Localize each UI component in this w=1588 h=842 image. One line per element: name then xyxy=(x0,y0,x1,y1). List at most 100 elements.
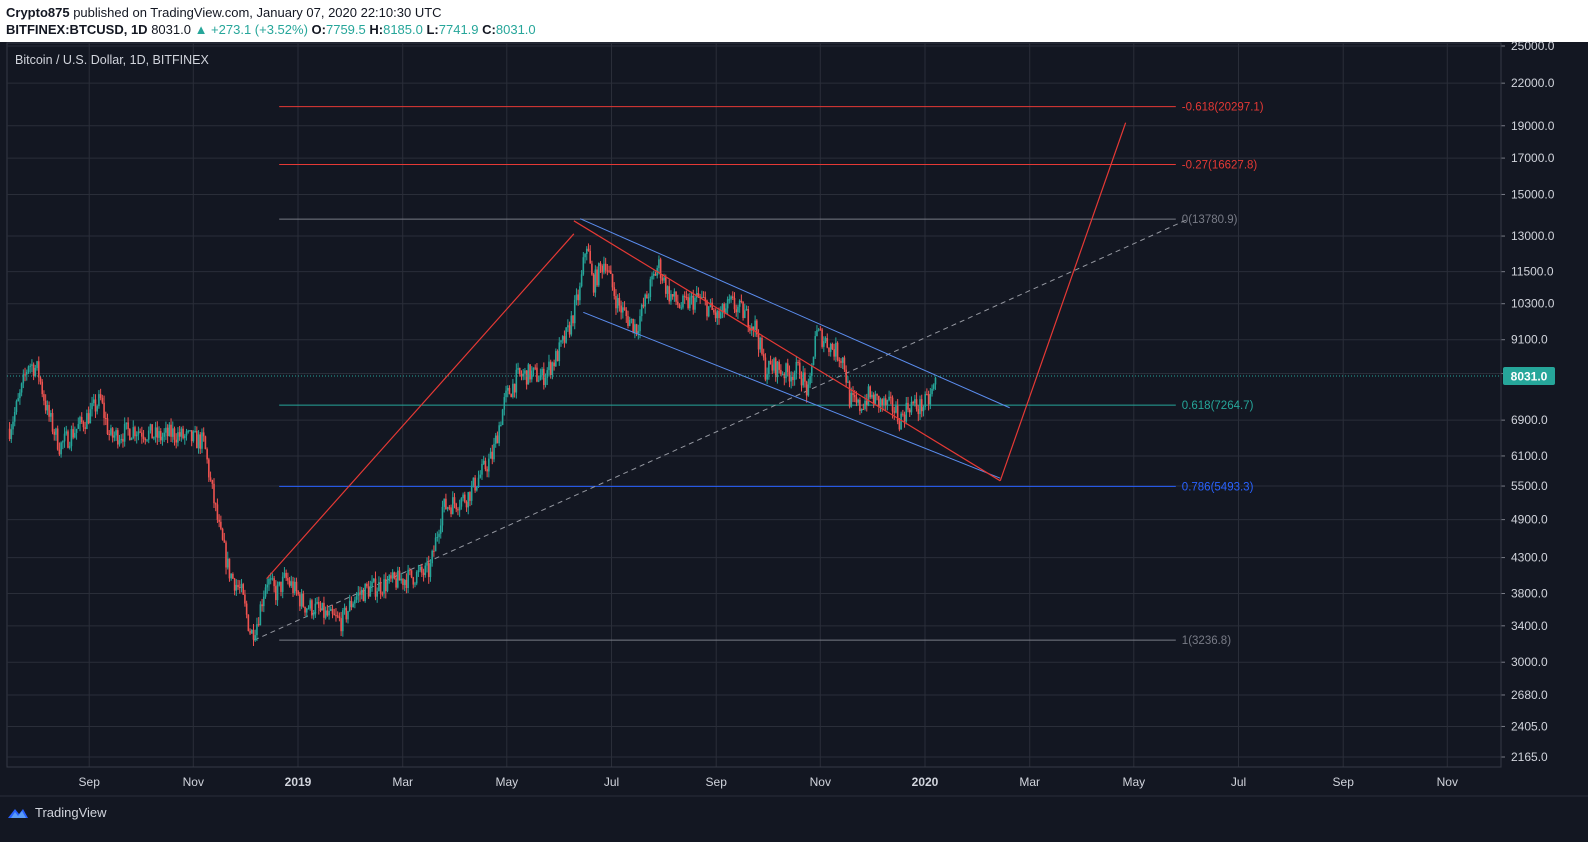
candle-body xyxy=(214,503,217,505)
candle-body xyxy=(560,340,562,343)
candle-body xyxy=(299,594,301,607)
candle-body xyxy=(481,463,483,475)
candle-body xyxy=(31,364,33,366)
tradingview-brand: TradingView xyxy=(35,805,107,820)
candle-body xyxy=(515,369,518,393)
candle-body xyxy=(312,614,315,616)
x-tick-label: Mar xyxy=(392,775,413,789)
candle-body xyxy=(366,583,368,587)
y-tick-label: 4900.0 xyxy=(1511,513,1548,527)
candle-body xyxy=(412,577,415,585)
candle-body xyxy=(477,477,480,487)
candle-body xyxy=(707,306,710,317)
candle-body xyxy=(24,374,26,376)
candle-body xyxy=(608,270,610,272)
candle-body xyxy=(374,578,377,597)
candle-body xyxy=(439,525,442,534)
channel-line xyxy=(583,311,1001,479)
candle-body xyxy=(740,300,743,302)
candle-body xyxy=(319,607,322,611)
fib-level-label: -0.27(16627.8) xyxy=(1182,160,1258,172)
candle-body xyxy=(488,458,490,472)
candle-body xyxy=(300,593,303,607)
candle-body xyxy=(467,492,470,508)
candle-body xyxy=(848,381,851,407)
candle-body xyxy=(579,286,581,301)
candle-body xyxy=(788,372,791,382)
candle-body xyxy=(756,320,758,335)
candle-body xyxy=(524,370,526,374)
candle-body xyxy=(417,570,420,572)
candle-body xyxy=(221,528,224,540)
candle-body xyxy=(649,279,652,297)
candle-body xyxy=(106,418,109,435)
candle-body xyxy=(122,438,124,442)
projection-line xyxy=(999,122,1127,482)
candle-body xyxy=(575,294,578,300)
candle-body xyxy=(689,297,691,309)
tradingview-logo-icon xyxy=(8,808,28,818)
candle-body xyxy=(785,363,787,379)
candle-body xyxy=(558,342,561,362)
candle-body xyxy=(161,436,164,441)
x-tick-label: May xyxy=(495,775,518,789)
candle-body xyxy=(177,432,179,443)
candle-body xyxy=(98,394,100,407)
candle-body xyxy=(338,616,341,619)
candle-body xyxy=(247,614,250,631)
candle-body xyxy=(457,509,459,511)
candle-body xyxy=(371,581,373,587)
candle-body xyxy=(168,424,171,437)
symbol-ohlc: BITFINEX:BTCUSD, 1D 8031.0 ▲ +273.1 (+3.… xyxy=(6,22,536,37)
candle-body xyxy=(659,259,662,279)
fib-level-label: 0.786(5493.3) xyxy=(1182,481,1254,493)
candle-body xyxy=(544,377,547,385)
candle-body xyxy=(701,297,703,299)
candle-body xyxy=(690,295,693,298)
candle-body xyxy=(675,291,677,302)
candle-body xyxy=(328,610,330,616)
candle-body xyxy=(304,606,306,613)
candle-body xyxy=(706,300,708,317)
candle-body xyxy=(273,578,275,587)
candle-body xyxy=(354,599,356,604)
candle-body xyxy=(927,394,930,405)
candle-body xyxy=(556,351,559,362)
candle-body xyxy=(546,370,549,378)
candle-body xyxy=(635,324,638,334)
candle-body xyxy=(704,297,707,301)
candle-body xyxy=(879,399,882,407)
candle-body xyxy=(498,425,500,444)
candle-body xyxy=(407,569,409,588)
candle-body xyxy=(826,338,829,348)
candle-body xyxy=(70,429,73,447)
candle-body xyxy=(768,360,770,375)
candle-body xyxy=(288,580,291,586)
candle-body xyxy=(551,362,554,375)
candle-body xyxy=(809,375,811,385)
candle-body xyxy=(194,430,196,432)
candle-body xyxy=(908,409,911,413)
candle-body xyxy=(543,368,545,385)
candles-group xyxy=(8,243,937,646)
candle-body xyxy=(486,469,488,472)
author-name[interactable]: Crypto875 xyxy=(6,5,70,20)
candle-body xyxy=(622,307,624,313)
candle-body xyxy=(237,584,239,588)
candle-body xyxy=(670,294,672,302)
candle-body xyxy=(147,430,150,440)
candle-body xyxy=(869,386,872,398)
candle-body xyxy=(536,367,538,382)
candle-body xyxy=(501,409,504,425)
candle-body xyxy=(446,507,449,510)
candle-body xyxy=(398,570,401,581)
candle-body xyxy=(230,573,232,579)
candle-body xyxy=(77,424,80,429)
candle-body xyxy=(527,364,530,385)
candle-body xyxy=(821,329,823,347)
tradingview-footer[interactable]: TradingView xyxy=(6,805,107,820)
y-tick-label: 3400.0 xyxy=(1511,619,1548,633)
candle-body xyxy=(644,294,646,307)
candle-body xyxy=(615,295,617,309)
